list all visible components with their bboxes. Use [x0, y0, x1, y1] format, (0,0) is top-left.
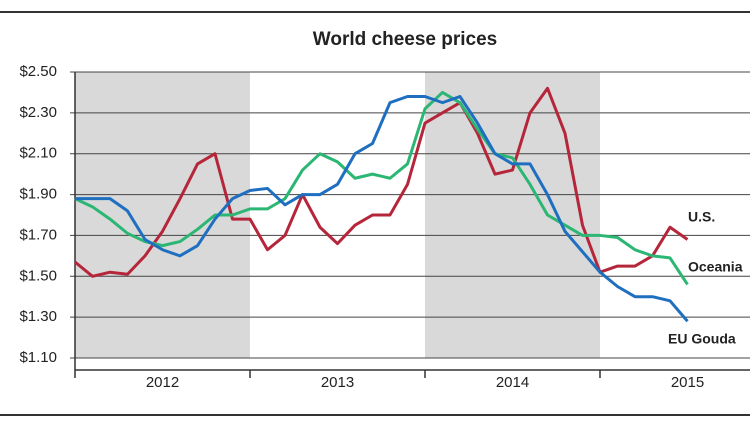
x-tick-label: 2012: [146, 374, 179, 391]
y-tick-label: $1.10: [19, 349, 57, 366]
y-tick-label: $1.50: [19, 267, 57, 284]
shaded-band: [425, 72, 600, 358]
y-tick-label: $1.30: [19, 308, 57, 325]
series-label: EU Gouda: [668, 331, 736, 347]
y-tick-label: $2.30: [19, 104, 57, 121]
series-line: [74, 90, 689, 286]
series-line: [75, 95, 689, 323]
x-tick-label: 2013: [321, 374, 354, 391]
x-tick-label: 2014: [496, 374, 529, 391]
x-tick-label: 2015: [671, 374, 704, 391]
y-tick-label: $2.50: [19, 63, 57, 80]
y-tick-label: $1.90: [19, 186, 57, 203]
series-line: [74, 86, 689, 278]
y-tick-label: $1.70: [19, 226, 57, 243]
y-tick-label: $2.10: [19, 145, 57, 162]
series-label: Oceania: [688, 259, 743, 275]
chart-title: World cheese prices: [313, 29, 497, 50]
series-label: U.S.: [688, 209, 715, 225]
